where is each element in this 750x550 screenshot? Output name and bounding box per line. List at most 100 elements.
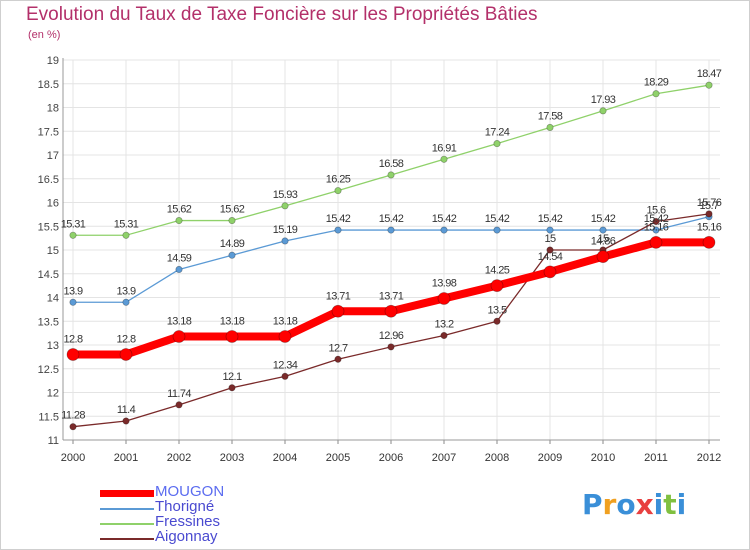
data-point-thorigne — [334, 226, 342, 234]
data-point-mougon — [225, 330, 239, 343]
data-point-thorigne — [281, 237, 289, 245]
x-tick-label: 2004 — [273, 452, 297, 464]
data-point-fressines — [387, 171, 395, 179]
data-label-fressines: 15.93 — [273, 189, 298, 201]
data-label-aigonnay: 15.6 — [646, 205, 665, 217]
data-label-fressines: 17.24 — [485, 127, 510, 139]
data-label-aigonnay: 12.34 — [273, 359, 298, 371]
data-point-aigonnay — [546, 246, 554, 254]
data-label-mougon: 13.98 — [432, 277, 457, 289]
data-label-aigonnay: 15.76 — [697, 197, 722, 209]
data-label-thorigne: 15.42 — [432, 213, 457, 225]
data-point-thorigne — [228, 251, 236, 259]
data-point-fressines — [228, 217, 236, 225]
data-label-mougon: 13.71 — [379, 290, 404, 302]
data-point-aigonnay — [228, 384, 236, 392]
data-label-aigonnay: 12.7 — [328, 342, 347, 354]
data-label-mougon: 14.54 — [538, 251, 563, 263]
data-point-aigonnay — [69, 423, 77, 431]
data-point-mougon — [437, 292, 451, 305]
y-tick-label: 14 — [47, 293, 59, 305]
data-point-thorigne — [493, 226, 501, 234]
data-point-thorigne — [122, 298, 130, 306]
data-point-mougon — [649, 236, 663, 249]
x-tick-label: 2010 — [591, 452, 615, 464]
y-tick-label: 12 — [47, 388, 59, 400]
legend-label: MOUGON — [155, 483, 225, 500]
data-label-thorigne: 13.9 — [63, 285, 82, 297]
x-tick-label: 2000 — [61, 452, 85, 464]
data-point-aigonnay — [493, 317, 501, 325]
data-label-fressines: 15.62 — [220, 204, 245, 216]
data-point-fressines — [599, 107, 607, 115]
data-label-aigonnay: 12.1 — [222, 371, 241, 383]
logo-letter: r — [602, 488, 617, 521]
data-point-mougon — [596, 250, 610, 263]
data-point-fressines — [440, 155, 448, 163]
legend-swatch — [100, 523, 154, 525]
data-label-mougon: 13.18 — [167, 315, 192, 327]
data-point-aigonnay — [440, 331, 448, 340]
logo-letter: t — [663, 488, 677, 521]
data-point-aigonnay — [281, 372, 289, 380]
data-point-fressines — [175, 217, 183, 225]
logo-letter: i — [653, 488, 664, 521]
data-label-thorigne: 15.42 — [485, 213, 510, 225]
data-label-aigonnay: 12.96 — [379, 330, 404, 342]
legend-label: Aigonnay — [155, 528, 218, 545]
y-tick-label: 16 — [47, 198, 59, 210]
y-tick-label: 17 — [47, 150, 59, 162]
data-point-mougon — [543, 265, 557, 279]
x-tick-label: 2002 — [167, 452, 191, 464]
data-point-mougon — [490, 279, 504, 292]
data-label-mougon: 13.71 — [326, 290, 351, 302]
data-point-aigonnay — [334, 355, 342, 363]
data-point-fressines — [281, 202, 289, 210]
data-label-fressines: 17.58 — [538, 110, 563, 122]
data-label-aigonnay: 15 — [544, 233, 556, 245]
data-label-aigonnay: 11.28 — [61, 410, 85, 422]
y-tick-label: 13 — [47, 340, 59, 352]
y-tick-label: 18 — [47, 103, 59, 115]
data-point-fressines — [334, 187, 342, 195]
data-label-mougon: 14.25 — [485, 265, 510, 277]
logo-letter: i — [676, 488, 687, 521]
data-label-mougon: 12.8 — [63, 334, 82, 346]
data-point-mougon — [66, 348, 80, 361]
legend-swatch — [100, 490, 154, 497]
proxiti-logo: Proxiti — [582, 488, 686, 521]
legend-swatch — [100, 508, 154, 510]
line-chart: 11 11.5 12 12.5 13 13.5 14 14.5 15 15.5 16 16.5 17 17… — [38, 55, 723, 464]
data-label-thorigne: 15.7 — [699, 200, 718, 212]
data-label-thorigne: 15.42 — [379, 213, 404, 225]
x-tick-label: 2011 — [644, 452, 668, 464]
y-tick-label: 15.5 — [38, 221, 59, 233]
data-label-fressines: 17.93 — [591, 94, 616, 106]
data-label-fressines: 15.31 — [61, 218, 86, 230]
data-point-thorigne — [599, 226, 607, 234]
data-point-thorigne — [175, 265, 183, 274]
data-label-fressines: 16.91 — [432, 142, 457, 154]
x-tick-label: 2003 — [220, 452, 244, 464]
y-tick-label: 19 — [47, 55, 59, 67]
logo-letter: o — [616, 488, 636, 521]
data-point-mougon — [331, 304, 345, 318]
data-point-mougon — [278, 330, 292, 343]
data-label-fressines: 16.58 — [379, 158, 404, 170]
data-point-fressines — [69, 231, 77, 239]
data-point-thorigne — [69, 298, 77, 306]
data-point-thorigne — [546, 226, 554, 234]
data-label-mougon: 14.86 — [591, 236, 616, 248]
legend-label: Fressines — [155, 513, 221, 530]
data-label-aigonnay: 15 — [597, 233, 609, 245]
data-label-thorigne: 14.89 — [220, 238, 245, 250]
data-label-thorigne: 15.42 — [538, 213, 563, 225]
data-label-aigonnay: 11.4 — [117, 404, 136, 416]
data-label-mougon: 15.16 — [644, 221, 669, 233]
y-tick-label: 13.5 — [38, 316, 59, 328]
data-label-thorigne: 14.59 — [167, 252, 192, 264]
data-label-mougon: 13.18 — [273, 315, 298, 327]
chart-title: Evolution du Taux de Taxe Foncière sur l… — [26, 4, 538, 25]
data-point-thorigne — [652, 226, 660, 234]
logo-letter: x — [635, 488, 654, 521]
